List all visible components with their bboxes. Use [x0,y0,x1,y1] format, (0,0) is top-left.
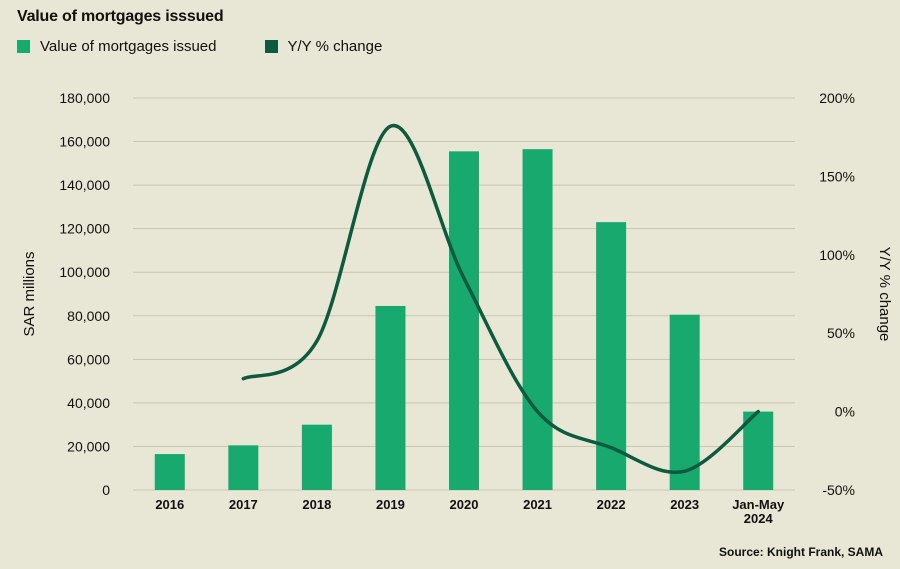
bar [301,424,332,490]
legend-item-line: Y/Y % change [264,38,383,55]
y2-tick-label: 50% [827,325,855,341]
legend-swatch-line [264,40,278,53]
bar [596,222,627,490]
y-tick-label: 120,000 [59,221,110,237]
bar [228,445,259,490]
y2-tick-label: 0% [835,404,855,420]
x-tick-label: 2019 [376,497,405,512]
bar [743,411,774,490]
legend: Value of mortgages issued Y/Y % change [17,38,430,55]
legend-label-bars: Value of mortgages issued [40,38,217,55]
legend-label-line: Y/Y % change [287,38,383,55]
x-tick-label: 2017 [229,497,258,512]
y2-tick-label: -50% [822,482,855,498]
x-tick-label: 2023 [670,497,699,512]
y2-tick-label: 150% [819,168,855,184]
y-tick-label: 20,000 [67,438,110,454]
bar [669,314,700,490]
y-tick-label: 40,000 [67,395,110,411]
y-tick-label: 100,000 [59,264,110,280]
x-tick-label: Jan-May [732,497,785,512]
y2-tick-label: 200% [819,90,855,106]
x-tick-label: 2020 [450,497,479,512]
y-tick-label: 60,000 [67,351,110,367]
y-tick-label: 180,000 [59,90,110,106]
source-note: Source: Knight Frank, SAMA [718,545,883,559]
y-axis-title: SAR millions [21,251,38,336]
bar [449,151,479,490]
bar [375,305,406,490]
x-tick-label: 2016 [155,497,184,512]
x-tick-label: 2024 [744,511,774,526]
y-tick-label: 80,000 [67,308,110,324]
chart-title: Value of mortgages isssued [17,8,224,25]
legend-item-bars: Value of mortgages issued [17,38,217,55]
x-tick-label: 2018 [302,497,331,512]
yoy-change-line [241,124,760,475]
x-tick-label: 2022 [597,497,626,512]
bar [522,149,553,490]
y-tick-label: 140,000 [59,177,110,193]
legend-swatch-bars [17,40,30,53]
y2-tick-label: 100% [819,247,855,263]
bar [154,454,185,490]
y-tick-label: 160,000 [59,134,110,150]
x-tick-label: 2021 [523,497,552,512]
y-tick-label: 0 [102,482,110,498]
y2-axis-title: Y/Y % change [876,247,893,342]
